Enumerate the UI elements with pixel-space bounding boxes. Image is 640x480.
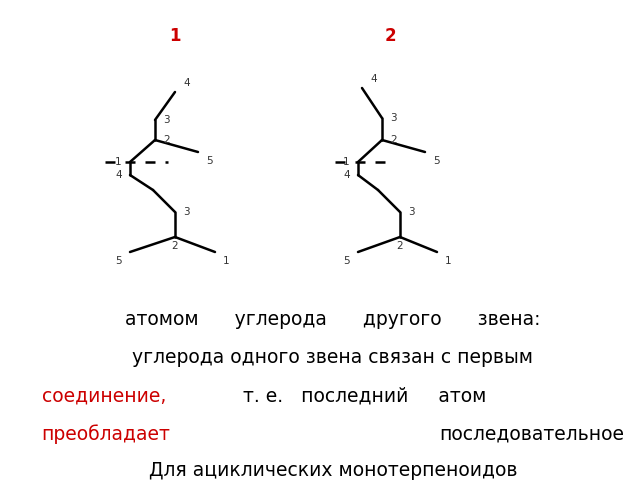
Text: атомом      углерода      другого      звена:: атомом углерода другого звена: (125, 310, 541, 329)
Text: 1: 1 (343, 157, 350, 167)
Text: 2: 2 (390, 135, 397, 145)
Text: преобладает: преобладает (42, 425, 170, 444)
Text: соединение,: соединение, (42, 386, 166, 406)
Text: 3: 3 (390, 113, 397, 123)
Text: 5: 5 (433, 156, 440, 166)
Text: т. е.   последний     атом: т. е. последний атом (243, 386, 486, 406)
Text: 4: 4 (183, 78, 190, 88)
Text: 1: 1 (169, 27, 180, 45)
Text: 2: 2 (384, 27, 396, 45)
Text: Для ациклических монотерпеноидов: Для ациклических монотерпеноидов (148, 461, 517, 480)
Text: 4: 4 (115, 170, 122, 180)
Text: 3: 3 (408, 207, 415, 217)
Text: 5: 5 (343, 256, 350, 265)
Text: 3: 3 (163, 115, 170, 125)
Text: 4: 4 (370, 74, 377, 84)
Text: 4: 4 (343, 170, 350, 180)
Text: 5: 5 (115, 256, 122, 265)
Text: 1: 1 (223, 256, 230, 265)
Text: 3: 3 (183, 207, 190, 217)
Text: 5: 5 (206, 156, 213, 166)
Text: 1: 1 (115, 157, 122, 167)
Text: 1: 1 (445, 256, 452, 265)
Text: углерода одного звена связан с первым: углерода одного звена связан с первым (132, 348, 533, 367)
Text: 2: 2 (397, 240, 403, 251)
Text: 2: 2 (163, 135, 170, 145)
Text: последовательное: последовательное (439, 425, 624, 444)
Text: 2: 2 (172, 240, 179, 251)
